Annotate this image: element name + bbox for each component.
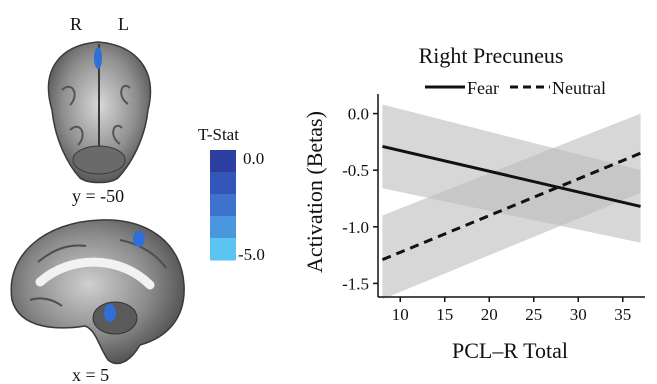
line-chart: Right Precuneus Fear Neutral 0.0 -0.5 -1.0… <box>302 43 645 363</box>
y-tick-label: 0.0 <box>348 105 369 124</box>
y-tick-label: -1.0 <box>342 218 369 237</box>
legend-label-neutral: Neutral <box>552 78 606 98</box>
x-tick-label: 10 <box>392 305 409 324</box>
plot-area <box>381 104 642 300</box>
colorbar-min-label: -5.0 <box>238 245 265 264</box>
colorbar-cell <box>210 238 236 261</box>
legend-label-fear: Fear <box>467 78 499 98</box>
colorbar-cell <box>210 172 236 195</box>
x-tick-label: 35 <box>614 305 631 324</box>
colorbar-cells <box>210 150 236 261</box>
colorbar-title: T-Stat <box>198 125 239 144</box>
coronal-activation-blob <box>94 47 102 69</box>
sagittal-activation-blob-top <box>133 231 145 247</box>
x-axis-label: PCL–R Total <box>452 338 568 363</box>
y-tick-label: -0.5 <box>342 161 369 180</box>
colorbar-cell <box>210 150 236 173</box>
colorbar-max-label: 0.0 <box>243 149 264 168</box>
sagittal-activation-blob-bottom <box>104 304 116 322</box>
colorbar-cell <box>210 194 236 217</box>
hemisphere-label-left: L <box>118 14 129 34</box>
series-line-neutral <box>381 151 642 262</box>
coronal-caption: y = -50 <box>72 186 124 206</box>
y-tick-label: -1.5 <box>342 274 369 293</box>
sagittal-caption: x = 5 <box>72 365 109 384</box>
sagittal-brain-slice: x = 5 <box>10 219 185 384</box>
y-axis-label: Activation (Betas) <box>302 111 327 273</box>
legend: Fear Neutral <box>425 78 606 98</box>
hemisphere-label-right: R <box>70 14 82 34</box>
x-tick-label: 15 <box>436 305 453 324</box>
x-tick-label: 25 <box>525 305 542 324</box>
colorbar-cell <box>210 216 236 239</box>
x-tick-label: 30 <box>570 305 587 324</box>
axes: 0.0 -0.5 -1.0 -1.5 10 15 20 25 30 35 <box>342 94 645 324</box>
chart-title: Right Precuneus <box>419 43 564 68</box>
sagittal-brain-shape <box>10 219 185 365</box>
coronal-brain-slice: R L y = -50 <box>47 14 152 206</box>
tstat-colorbar: T-Stat 0.0 -5.0 <box>198 125 265 264</box>
series-line-fear <box>382 144 641 208</box>
x-tick-label: 20 <box>481 305 498 324</box>
